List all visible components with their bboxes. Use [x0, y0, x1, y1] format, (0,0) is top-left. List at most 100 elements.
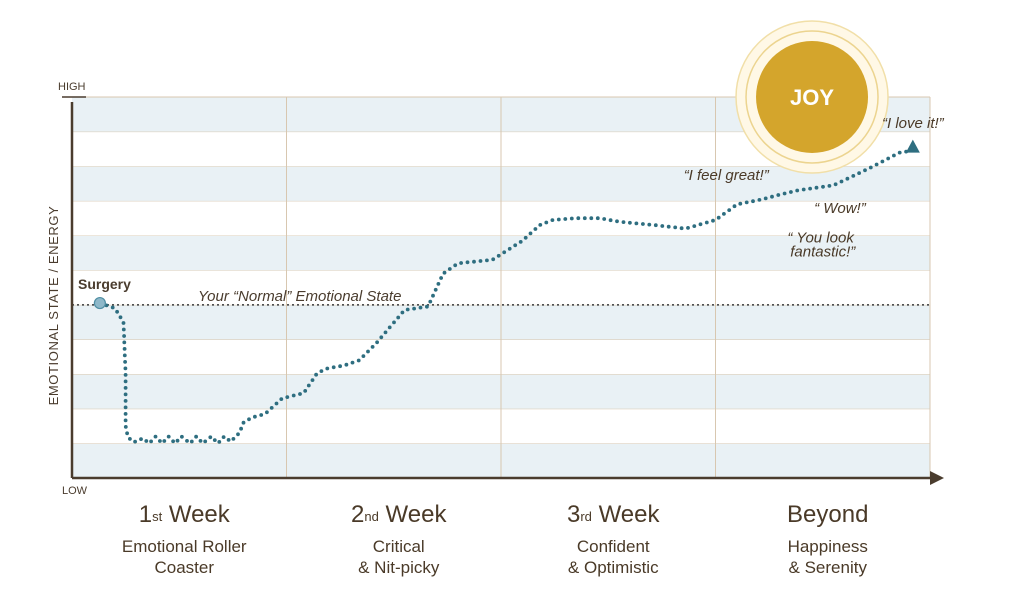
- curve-dot: [123, 366, 128, 371]
- curve-dot: [122, 347, 127, 351]
- curve-dot: [247, 417, 251, 422]
- curve-dot: [827, 184, 832, 188]
- curve-dot: [203, 439, 208, 444]
- curve-dot: [595, 216, 600, 221]
- curve-dot: [350, 360, 355, 365]
- curve-dot: [653, 223, 658, 228]
- x-axis-arrow: [930, 471, 944, 485]
- curve-dot: [123, 392, 128, 397]
- quote-annotation: fantastic!”: [790, 243, 856, 260]
- curve-dot: [331, 365, 336, 370]
- curve-dot: [647, 222, 652, 227]
- curve-dot: [550, 218, 555, 223]
- curve-dot: [491, 257, 496, 262]
- curve-dot: [453, 263, 458, 268]
- curve-dot: [569, 216, 574, 221]
- curve-dot: [175, 438, 180, 443]
- curve-dot: [121, 327, 126, 332]
- curve-dot: [863, 168, 867, 173]
- curve-dot: [298, 392, 302, 396]
- curve-dot: [310, 378, 315, 382]
- curve-dot: [845, 176, 850, 181]
- curve-dot: [507, 246, 512, 251]
- curve-dot: [123, 399, 128, 403]
- curve-dot: [868, 165, 873, 170]
- curve-dot: [153, 434, 158, 439]
- quote-annotation: “I love it!”: [882, 115, 945, 132]
- curve-dot: [198, 439, 203, 443]
- curve-dot: [698, 222, 703, 227]
- curve-dot: [502, 250, 507, 255]
- curve-dot: [563, 217, 568, 221]
- curve-dot: [122, 340, 127, 345]
- end-arrow: [905, 139, 920, 153]
- curve-dot: [418, 305, 423, 310]
- curve-dot: [439, 276, 443, 280]
- curve-dot: [303, 389, 308, 393]
- curve-dot: [306, 383, 311, 388]
- curve-dot: [158, 439, 162, 443]
- curve-dot: [732, 204, 737, 209]
- curve-dot: [221, 435, 226, 439]
- curve-dot: [544, 220, 549, 225]
- curve-dot: [763, 196, 768, 201]
- curve-dot: [392, 320, 396, 325]
- curve-dot: [770, 194, 774, 199]
- curve-dot: [189, 439, 194, 444]
- curve-dot: [679, 226, 684, 231]
- curve-dot: [621, 220, 626, 225]
- curve-dot: [344, 362, 349, 367]
- curve-dot: [472, 259, 476, 264]
- curve-dot: [782, 191, 787, 196]
- curve-dot: [171, 439, 176, 444]
- emotional-curve: [93, 139, 920, 444]
- curve-dot: [121, 321, 126, 325]
- curve-dot: [666, 224, 671, 229]
- normal-state-label: Your “Normal” Emotional State: [198, 288, 401, 305]
- curve-dot: [447, 267, 452, 271]
- curve-dot: [776, 193, 781, 197]
- curve-dot: [496, 253, 501, 258]
- y-axis-label: EMOTIONAL STATE / ENERGY: [46, 206, 61, 406]
- curve-dot: [139, 437, 143, 441]
- curve-dot: [582, 216, 587, 221]
- curve-dot: [180, 434, 184, 439]
- curve-dot: [576, 216, 581, 221]
- y-axis-high-label: HIGH: [58, 81, 86, 93]
- curve-dot: [641, 222, 645, 226]
- curve-dot: [239, 426, 244, 431]
- surgery-label: Surgery: [78, 276, 131, 292]
- curve-dot: [133, 439, 138, 444]
- curve-dot: [602, 217, 607, 221]
- curve-dot: [431, 293, 435, 298]
- curve-dot: [425, 304, 429, 309]
- phase-label: 3rd Week Confident & Optimistic: [493, 500, 733, 578]
- phase-name: 2nd Week: [351, 501, 447, 528]
- curve-dot: [833, 182, 838, 187]
- curve-dot: [185, 439, 189, 443]
- phase-divider-gridlines: [286, 97, 931, 478]
- curve-dot: [314, 372, 318, 377]
- curve-dot: [361, 354, 366, 358]
- curve-dot: [897, 150, 902, 155]
- curve-dot: [716, 215, 721, 220]
- curve-dot: [279, 397, 284, 401]
- curve-dot: [241, 420, 246, 425]
- curve-dot: [370, 345, 375, 349]
- phase-name: 3rd Week: [566, 501, 660, 528]
- joy-halo-inner: [745, 30, 879, 164]
- curve-dot: [704, 220, 709, 225]
- curve-dot: [533, 227, 538, 231]
- curve-dot: [485, 258, 489, 263]
- curve-dot: [259, 413, 264, 417]
- curve-dot: [428, 299, 433, 304]
- curve-dot: [144, 439, 149, 443]
- curve-dot: [874, 162, 879, 167]
- y-axis-low-label: LOW: [62, 485, 88, 497]
- curve-dot: [857, 171, 861, 176]
- curve-dot: [400, 310, 405, 315]
- phase-description: Confident & Optimistic: [567, 537, 659, 577]
- curve-dot: [379, 335, 384, 340]
- curve-dot: [757, 198, 762, 202]
